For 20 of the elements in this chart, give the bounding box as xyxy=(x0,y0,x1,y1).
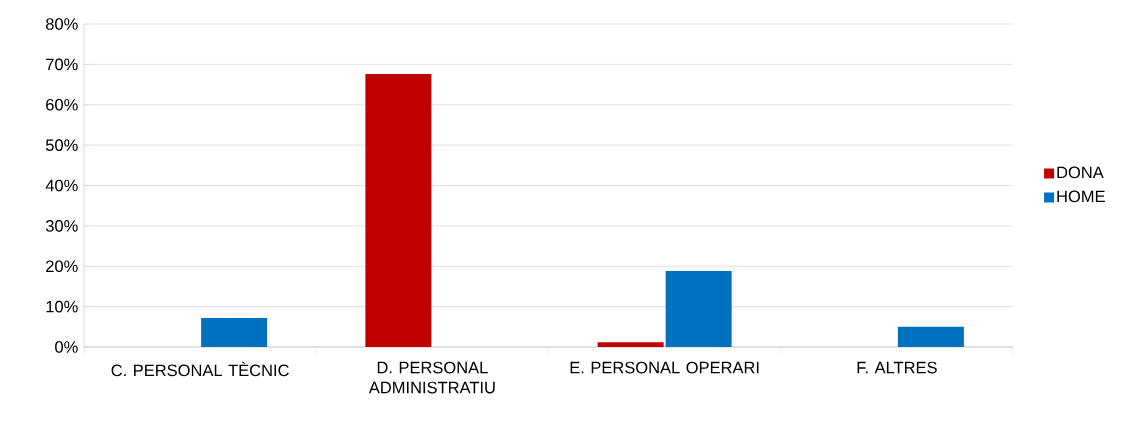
y-tick-label: 0% xyxy=(55,341,78,353)
y-tick-label: 20% xyxy=(46,260,78,273)
y-tick-label: 50% xyxy=(45,139,78,151)
bar xyxy=(597,342,664,347)
bar xyxy=(897,326,964,347)
bar xyxy=(201,317,268,347)
legend-label: HOME xyxy=(1057,190,1105,203)
y-tick-label: 10% xyxy=(46,300,78,313)
x-tick-label: E. PERSONAL OPERARI xyxy=(570,361,759,374)
bar xyxy=(365,74,432,347)
y-tick-label: 70% xyxy=(46,58,78,71)
y-tick-label: 30% xyxy=(45,220,78,232)
x-tick-label: D. PERSONAL ADMINISTRATIU xyxy=(368,361,495,394)
y-tick-label: 80% xyxy=(46,18,78,30)
bar xyxy=(665,271,732,347)
y-tick-label: 60% xyxy=(46,98,78,111)
x-tick-label: C. PERSONAL TÈCNIC xyxy=(111,361,289,377)
x-tick-label: F. ALTRES xyxy=(857,361,937,374)
y-tick-label: 40% xyxy=(45,179,78,192)
legend-label: DONA xyxy=(1057,166,1104,179)
